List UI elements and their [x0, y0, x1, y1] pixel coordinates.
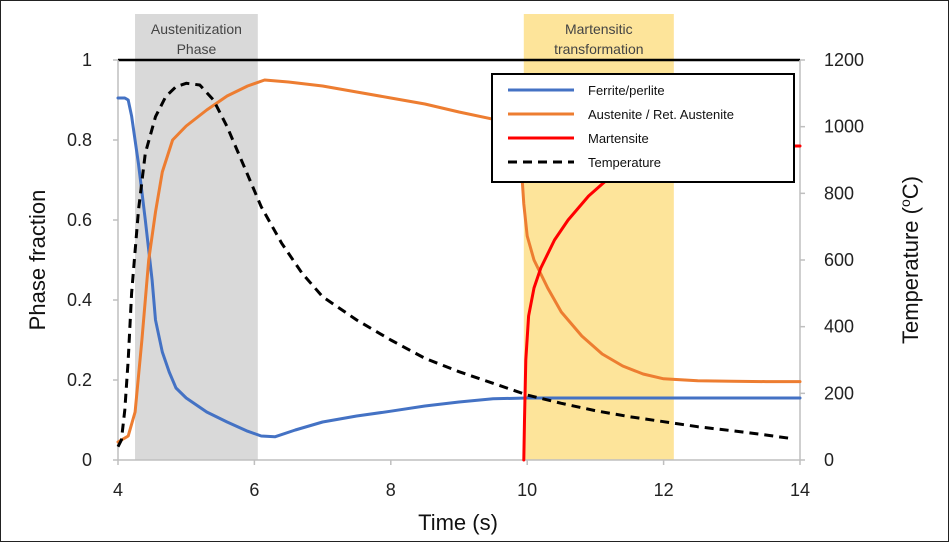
- y-tick-label-0.4: 0.4: [67, 290, 92, 310]
- band-martensitic-label-line-1: Martensitic: [565, 21, 633, 37]
- x-tick-label-6: 6: [249, 480, 259, 500]
- y-tick-label-0.8: 0.8: [67, 130, 92, 150]
- legend: Ferrite/perlite Austenite / Ret. Austenit…: [491, 73, 795, 183]
- legend-label-temperature: Temperature: [588, 155, 661, 170]
- y2-tick-label-200: 200: [824, 383, 854, 403]
- series-line-temperature: [116, 81, 791, 448]
- x-tick-label-8: 8: [386, 480, 396, 500]
- axes-layer: 4 6 8 10 12 1400.20.40.60.8102004006008001000…: [67, 50, 864, 500]
- y2-tick-label-800: 800: [824, 183, 854, 203]
- series-line-ferrite-perlite: [116, 96, 802, 439]
- y-tick-label-0.2: 0.2: [67, 370, 92, 390]
- legend-label-ferrite-perlite: Ferrite/perlite: [588, 83, 665, 98]
- y2-tick-label-400: 400: [824, 317, 854, 337]
- x-tick-label-10: 10: [517, 480, 537, 500]
- legend-box: [491, 73, 795, 183]
- band-martensitic-label-line-2: transformation: [554, 41, 643, 57]
- y2-tick-label-1200: 1200: [824, 50, 864, 70]
- band-austenitization: [135, 14, 258, 460]
- x-tick-label-4: 4: [113, 480, 123, 500]
- y2-tick-label-0: 0: [824, 450, 834, 470]
- y2-axis-label-main: Temperature (: [898, 206, 923, 344]
- x-tick-label-12: 12: [654, 480, 674, 500]
- x-axis-label: Time (s): [418, 510, 498, 535]
- legend-label-austenite-ret-austenite: Austenite / Ret. Austenite: [588, 107, 734, 122]
- y2-axis-label-degree: o: [897, 199, 913, 207]
- y-axis-label: Phase fraction: [25, 190, 50, 331]
- y-tick-label-0.6: 0.6: [67, 210, 92, 230]
- y-tick-label-1: 1: [82, 50, 92, 70]
- y-tick-label-0: 0: [82, 450, 92, 470]
- y2-tick-label-1000: 1000: [824, 117, 864, 137]
- x-tick-label-14: 14: [790, 480, 810, 500]
- y2-tick-label-600: 600: [824, 250, 854, 270]
- y2-axis-label-unit: C): [898, 176, 923, 199]
- band-austenitization-label-line-2: Phase: [177, 41, 217, 57]
- band-austenitization-label-line-1: Austenitization: [151, 21, 242, 37]
- series-line-austenite-ret-austenite: [116, 78, 802, 444]
- legend-label-martensite: Martensite: [588, 131, 649, 146]
- y2-axis-label: Temperature (oC): [897, 176, 923, 344]
